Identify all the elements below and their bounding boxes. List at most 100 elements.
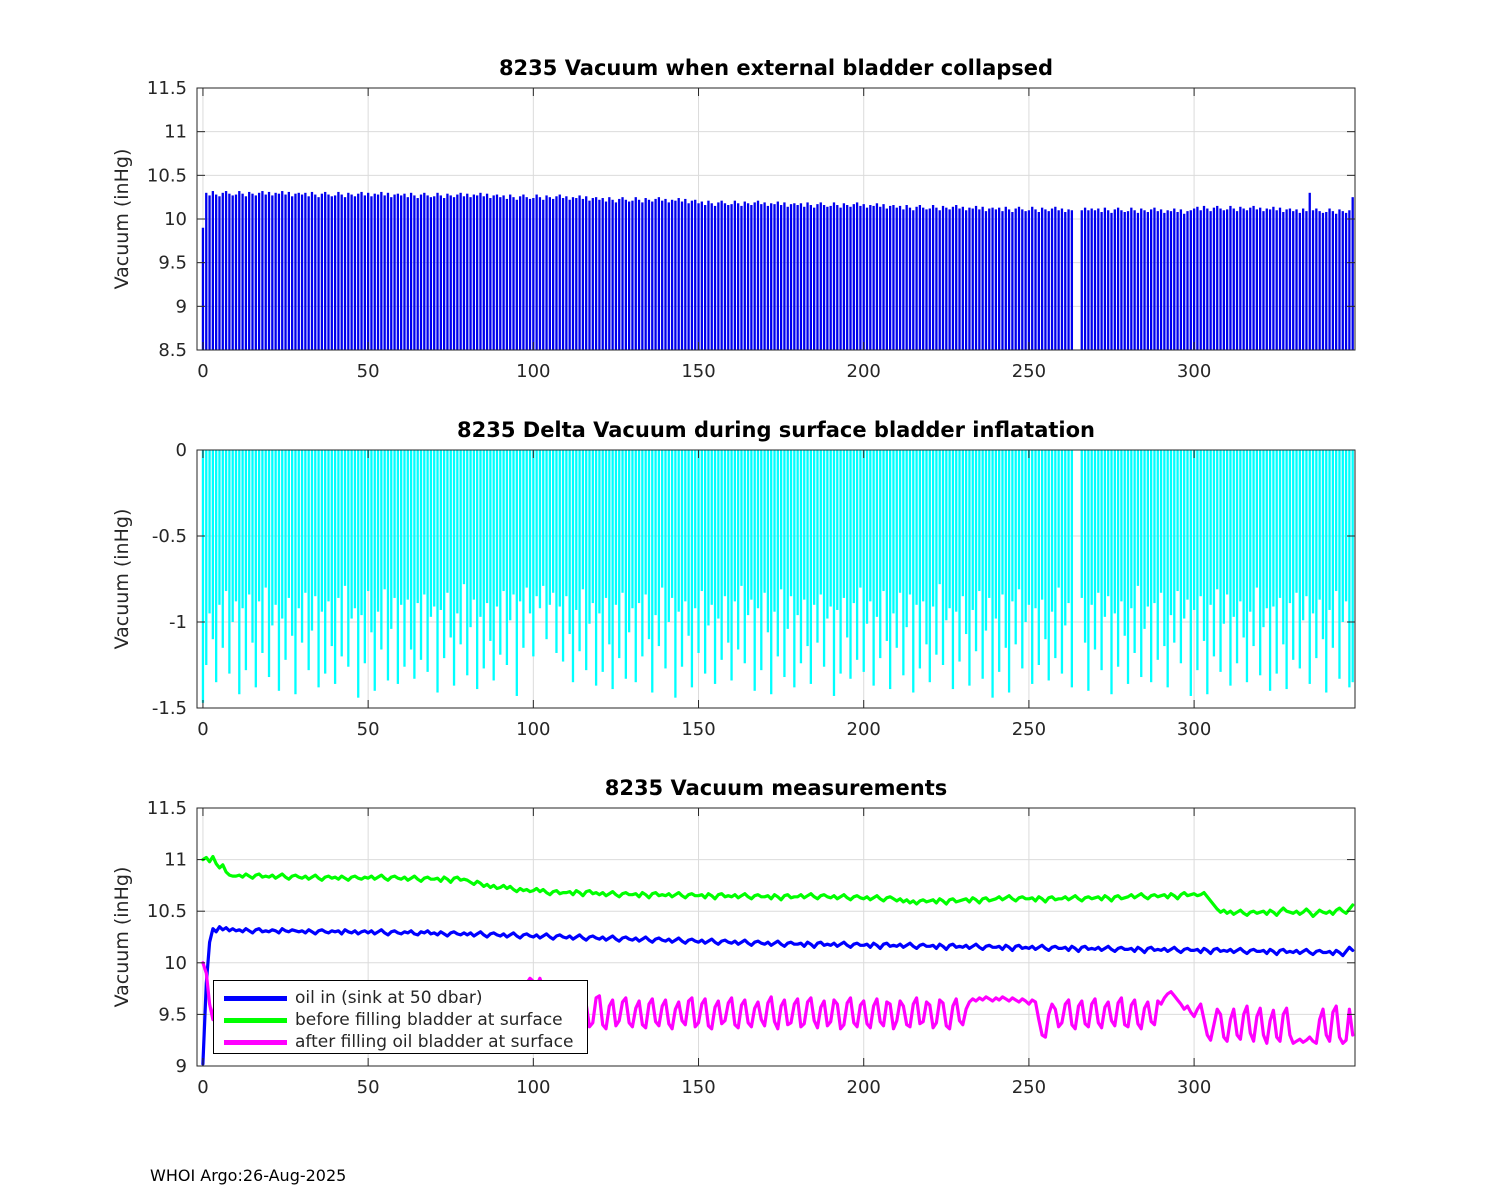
bar xyxy=(1272,450,1275,607)
bar xyxy=(677,450,680,612)
bar xyxy=(1268,450,1272,691)
bar xyxy=(813,207,816,350)
bar xyxy=(776,450,779,657)
bar xyxy=(419,194,423,350)
bar xyxy=(713,450,717,684)
y-tick-label: 0 xyxy=(176,440,187,461)
bar xyxy=(869,450,872,602)
bar xyxy=(284,194,287,350)
bar xyxy=(796,205,799,350)
x-tick-label: 50 xyxy=(357,719,380,740)
bar xyxy=(449,195,452,350)
bar xyxy=(307,196,310,350)
bar xyxy=(456,194,459,350)
bar xyxy=(793,203,796,350)
bar xyxy=(1272,206,1275,350)
bar xyxy=(1252,450,1255,647)
bar xyxy=(855,450,859,660)
bar xyxy=(271,450,274,626)
bar xyxy=(257,192,261,350)
bar xyxy=(462,450,466,585)
bar xyxy=(1255,450,1259,588)
bar xyxy=(905,205,908,350)
bar xyxy=(1249,207,1252,350)
bar xyxy=(1239,206,1242,350)
bar xyxy=(489,450,492,641)
legend-line-swatch-blue xyxy=(224,995,287,1001)
bar xyxy=(1192,208,1196,350)
bar xyxy=(205,192,208,350)
bar xyxy=(241,193,244,350)
bar xyxy=(644,450,647,595)
bar xyxy=(221,450,224,648)
bar xyxy=(578,450,581,652)
bar xyxy=(803,450,806,600)
bar xyxy=(1344,212,1348,350)
bar xyxy=(598,199,601,350)
bar xyxy=(1150,450,1153,683)
x-tick-label: 200 xyxy=(847,361,881,382)
x-tick-label: 250 xyxy=(1012,361,1046,382)
bar xyxy=(1083,207,1087,350)
bar xyxy=(908,450,912,595)
bar xyxy=(205,450,208,665)
bar xyxy=(680,450,684,667)
bar xyxy=(885,450,888,641)
bar xyxy=(988,450,991,598)
bar xyxy=(1014,450,1017,645)
bar xyxy=(568,450,571,635)
bar xyxy=(793,450,796,688)
legend-item-before-filling: before filling bladder at surface xyxy=(224,1009,573,1031)
bar xyxy=(1338,209,1341,350)
bar xyxy=(1064,450,1067,626)
legend-item-after-filling: after filling oil bladder at surface xyxy=(224,1031,573,1053)
bar xyxy=(1318,450,1321,600)
bar xyxy=(674,450,677,698)
y-tick-label: -0.5 xyxy=(152,526,187,547)
bar xyxy=(426,195,429,350)
bar xyxy=(819,202,822,350)
bar xyxy=(1034,209,1037,350)
bar xyxy=(644,198,647,350)
bar xyxy=(1133,210,1136,350)
bar xyxy=(836,450,839,610)
bar xyxy=(1183,450,1186,619)
bar xyxy=(1153,450,1156,604)
bar xyxy=(829,450,832,607)
bar xyxy=(922,207,925,350)
bar xyxy=(1242,208,1245,350)
bar xyxy=(416,198,419,350)
bar xyxy=(215,194,218,350)
bar xyxy=(816,204,819,350)
bar xyxy=(568,199,571,350)
bar xyxy=(931,450,935,607)
bar xyxy=(571,450,575,683)
bar xyxy=(588,450,591,624)
bar xyxy=(637,450,641,604)
bar xyxy=(390,197,393,350)
bar xyxy=(763,450,766,593)
y-tick-label: 9.5 xyxy=(158,253,187,274)
bar xyxy=(1338,450,1341,679)
bar xyxy=(806,202,809,350)
bar xyxy=(228,450,231,674)
y-tick-label: 9.5 xyxy=(158,1004,187,1025)
bar xyxy=(254,195,257,350)
bar xyxy=(234,450,238,602)
bar xyxy=(1070,450,1074,688)
bar xyxy=(353,196,357,350)
bar xyxy=(1265,450,1268,609)
bar xyxy=(343,197,347,350)
bar xyxy=(941,205,945,350)
bar xyxy=(357,193,360,350)
bar xyxy=(1232,450,1235,617)
bar xyxy=(211,450,215,640)
bar xyxy=(955,450,958,612)
bar xyxy=(984,211,988,350)
bar xyxy=(1080,450,1083,598)
bar xyxy=(350,450,353,619)
bar xyxy=(680,201,684,350)
bar xyxy=(1011,450,1014,602)
bar xyxy=(578,195,581,350)
chart2-ylabel: Vacuum (inHg) xyxy=(111,508,133,650)
